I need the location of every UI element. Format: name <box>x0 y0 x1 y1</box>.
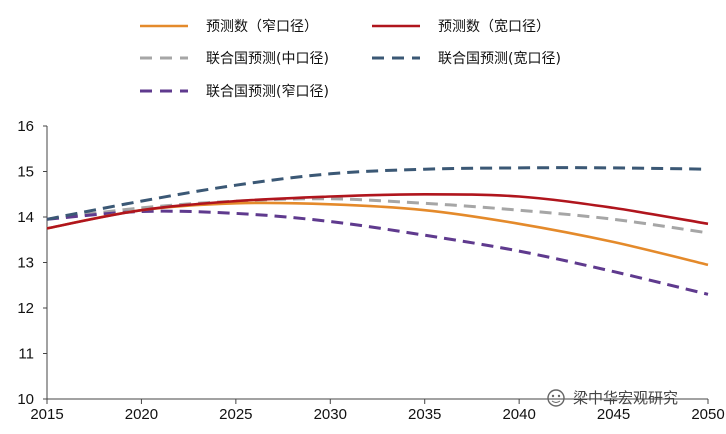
legend-item-un-narrow: 联合国预测(窄口径) <box>140 83 329 100</box>
series-line-forecast-wide <box>46 192 709 230</box>
x-tick-label: 2015 <box>30 406 63 423</box>
legend-item-un-wide: 联合国预测(宽口径) <box>372 50 561 67</box>
legend: 预测数（窄口径） 预测数（宽口径） 联合国预测(中口径) 联合国预测(宽口径) 联合国预… <box>140 18 561 100</box>
y-tick-label: 14 <box>17 209 34 226</box>
axes <box>46 126 708 400</box>
legend-label: 联合国预测(窄口径) <box>206 83 329 100</box>
legend-label: 预测数（窄口径） <box>206 18 318 35</box>
legend-label: 预测数（宽口径） <box>438 18 550 35</box>
x-tick-label: 2020 <box>125 406 158 423</box>
x-tick-label: 2045 <box>597 406 630 423</box>
x-tick-label: 2030 <box>314 406 347 423</box>
series-line-un-narrow <box>46 209 709 296</box>
y-tick-label: 13 <box>17 255 34 272</box>
series-lines <box>46 166 709 296</box>
x-tick-label: 2035 <box>408 406 441 423</box>
y-tick-label: 12 <box>17 300 34 317</box>
series-line-un-medium <box>46 197 709 235</box>
series-line-un-wide <box>46 166 709 221</box>
legend-label: 联合国预测(中口径) <box>206 51 329 67</box>
tick-labels: 10 11 12 13 14 15 16 2015 2020 2025 2030 2035 2040 20… <box>17 118 724 423</box>
y-tick-label: 15 <box>17 164 34 181</box>
legend-item-forecast-narrow: 预测数（窄口径） <box>140 18 318 35</box>
watermark: 梁中华宏观研究 <box>547 389 678 407</box>
legend-item-forecast-wide: 预测数（宽口径） <box>372 18 550 35</box>
y-tick-label: 10 <box>17 391 34 408</box>
x-tick-label: 2050 <box>691 406 724 423</box>
x-tick-label: 2025 <box>219 406 252 423</box>
legend-item-un-medium: 联合国预测(中口径) <box>140 51 329 67</box>
wechat-icon <box>547 389 565 407</box>
watermark-text: 梁中华宏观研究 <box>573 389 678 407</box>
x-tick-label: 2040 <box>502 406 535 423</box>
legend-label: 联合国预测(宽口径) <box>438 50 561 67</box>
y-tick-label: 16 <box>17 118 34 135</box>
y-tick-label: 11 <box>18 346 34 363</box>
